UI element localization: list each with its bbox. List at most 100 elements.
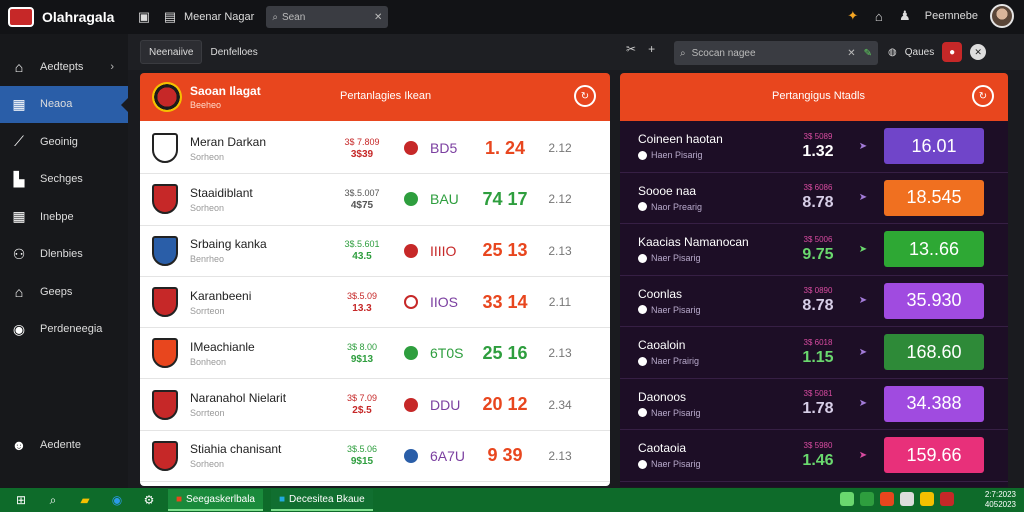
tray-icon[interactable] xyxy=(880,492,894,506)
folder-icon[interactable]: ▰ xyxy=(80,493,90,507)
match-row[interactable]: Meran Darkan Sorheon 3$ 7.809 3$39 BD5 1… xyxy=(140,123,610,175)
match-row[interactable]: Karanbeeni Sorrteon 3$.5.09 13.3 IIOS 33… xyxy=(140,277,610,329)
sidebar-item-label: Geeps xyxy=(40,285,73,298)
taskbar-app-2[interactable]: ■ Decesitea Bkaue xyxy=(270,489,373,511)
globe-icon[interactable]: ◍ xyxy=(888,46,897,58)
standing-info: Coonlas Naer Pisarig xyxy=(638,287,788,315)
sidebar-item-aedente[interactable]: ☻ Aedente xyxy=(0,426,128,464)
toolbar: Neenaiive Denfelloes ✂ + ⌕ Scocan nagee … xyxy=(128,34,1024,70)
sidebar-item-label: Aedente xyxy=(40,438,81,451)
standing-info: Kaacias Namanocan Naer Pisarig xyxy=(638,235,788,263)
sidebar-item-aedtepts[interactable]: ⌂ Aedtepts › xyxy=(0,48,128,86)
search-icon[interactable]: ⌕ xyxy=(49,492,57,507)
tray-icon[interactable] xyxy=(860,492,874,506)
tab-neenaiive[interactable]: Neenaiive xyxy=(140,40,203,64)
standing-chip[interactable]: 159.66 xyxy=(884,437,984,474)
app-icon: ■ xyxy=(176,493,183,505)
team-subtitle: Sorrteon xyxy=(190,305,225,316)
close-icon[interactable]: ✕ xyxy=(847,47,856,59)
team-name: Staaidiblant xyxy=(190,185,253,200)
sidebar-item-dlenbies[interactable]: ⚇ Dlenbies xyxy=(0,236,128,274)
windows-start-icon[interactable]: ⊞ xyxy=(15,493,27,507)
standing-chip[interactable]: 34.388 xyxy=(884,385,984,422)
link-icon: ⟋ xyxy=(14,133,24,150)
menu-icon[interactable]: ▤ xyxy=(163,9,177,24)
standing-row[interactable]: Caotaoia Naer Pisarig 3$ 5980 1.46 ➤ 159… xyxy=(620,430,1008,482)
clock-line-2: 4052023 xyxy=(984,500,1016,509)
standing-row[interactable]: Coonlas Naer Pisarig 3$ 0890 8.78 ➤ 35.9… xyxy=(620,276,1008,327)
match-row[interactable]: Naranahol Nielarit Sorrteon 3$ 7.09 2$.5… xyxy=(140,379,610,431)
standing-chip[interactable]: 16.01 xyxy=(884,128,984,165)
standing-row[interactable]: Soooe naa Naor Prearig 3$ 6086 8.78 ➤ 18… xyxy=(620,173,1008,224)
odds: 3$.5.601 43.5 xyxy=(330,239,394,262)
record-button[interactable]: ● xyxy=(942,42,963,62)
sidebar-item-neaoa[interactable]: ▦ Neaoa xyxy=(0,85,128,123)
tray-icon[interactable] xyxy=(840,492,854,506)
house-icon[interactable]: ⌂ xyxy=(874,8,883,24)
settings-icon[interactable]: ⚙ xyxy=(143,493,155,507)
standing-chip[interactable]: 35.930 xyxy=(884,282,984,319)
status-dot-icon xyxy=(404,448,418,463)
plus-icon[interactable]: + xyxy=(648,42,656,56)
sidebar-item-label: Perdeneegia xyxy=(40,323,103,336)
notification-icon[interactable]: ✦ xyxy=(847,8,859,23)
close-icon[interactable]: ✕ xyxy=(373,11,383,23)
tab-denfelloes[interactable]: Denfelloes xyxy=(210,46,258,58)
tools-icon[interactable]: ✂ xyxy=(626,42,637,56)
match-row[interactable]: Srbaing kanka Benrheo 3$.5.601 43.5 IIII… xyxy=(140,226,610,277)
sidebar-item-geoinig[interactable]: ⟋ Geoinig xyxy=(0,123,128,161)
standing-chip[interactable]: 18.545 xyxy=(884,179,984,216)
standing-subtitle-wrap: Naer Pisarig xyxy=(638,459,788,469)
match-rate: 2.13 xyxy=(548,243,572,258)
taskbar-app-1[interactable]: ■ Seegaskerlbala xyxy=(168,489,263,511)
topbar-center-label: Meenar Nagar xyxy=(184,11,255,23)
close-icon[interactable]: ✕ xyxy=(970,44,987,60)
tray-icon[interactable] xyxy=(940,492,954,506)
standing-chip[interactable]: 168.60 xyxy=(884,334,984,371)
standings-list: Coineen haotan Haen Pisarig 3$ 5089 1.32… xyxy=(620,121,1008,487)
browser-icon[interactable]: ◉ xyxy=(111,493,123,507)
match-row[interactable]: IMeachianle Bonheon 3$ 8.00 9$13 6T0S 25… xyxy=(140,328,610,380)
brush-icon[interactable]: ✎ xyxy=(863,47,872,59)
user-icon[interactable]: ♟ xyxy=(898,8,911,23)
standing-value-small: 3$ 6018 xyxy=(803,337,833,347)
match-rate: 2.12 xyxy=(548,141,572,156)
trend-arrow-icon: ➤ xyxy=(858,346,868,358)
standing-row[interactable]: Coineen haotan Haen Pisarig 3$ 5089 1.32… xyxy=(620,121,1008,173)
toolbar-search-input[interactable]: ⌕ Scocan nagee ✕ ✎ xyxy=(674,41,878,65)
status-dot-icon xyxy=(404,346,418,361)
avatar[interactable] xyxy=(990,4,1014,28)
save-icon[interactable]: ▣ xyxy=(137,9,151,24)
standing-value-large: 1.15 xyxy=(802,348,834,366)
standing-row[interactable]: Kaacias Namanocan Naer Pisarig 3$ 5006 9… xyxy=(620,224,1008,276)
odds-line-2: 43.5 xyxy=(352,251,372,263)
sidebar-item-perdeneegia[interactable]: ◉ Perdeneegia xyxy=(0,311,128,349)
app-icon: ■ xyxy=(278,493,286,505)
odds-line-2: 13.3 xyxy=(352,302,372,314)
app-title: Olahragala xyxy=(42,9,115,25)
tray-icon[interactable] xyxy=(900,492,914,506)
standing-chip[interactable]: 13..66 xyxy=(884,231,984,268)
sidebar-item-inebpe[interactable]: ▦ Inebpe xyxy=(0,198,128,236)
team-crest-icon xyxy=(152,338,178,369)
match-row[interactable]: Staaidiblant Sorheon 3$.5.007 4$75 BAU 7… xyxy=(140,174,610,226)
sidebar-item-label: Geoinig xyxy=(40,135,78,148)
tray-icon[interactable] xyxy=(920,492,934,506)
top-search-input[interactable]: ⌕ Sean ✕ xyxy=(266,6,389,28)
odds-line-2: 3$39 xyxy=(350,148,374,160)
bag-icon: ▙ xyxy=(13,170,25,187)
standing-row[interactable]: Daonoos Naer Pisarig 3$ 5081 1.78 ➤ 34.3… xyxy=(620,379,1008,430)
sidebar-item-geeps[interactable]: ⌂ Geeps xyxy=(0,273,128,311)
standings-panel: Pertangigus Ntadls ↻ Coineen haotan Haen… xyxy=(620,73,1008,487)
team-subtitle: Bonheon xyxy=(190,356,227,367)
odds-line-2: 4$75 xyxy=(350,199,374,211)
sidebar-item-label: Neaoa xyxy=(40,98,73,111)
match-row[interactable]: Stiahia chanisant Sorheon 3$.5.06 9$15 6… xyxy=(140,431,610,483)
team-name: Stiahia chanisant xyxy=(190,442,282,457)
standing-row[interactable]: Caoaloin Naer Prairig 3$ 6018 1.15 ➤ 168… xyxy=(620,327,1008,379)
standing-name: Caoaloin xyxy=(638,338,686,353)
refresh-button[interactable]: ↻ xyxy=(574,85,596,107)
sidebar-item-sechges[interactable]: ▙ Sechges xyxy=(0,161,128,199)
refresh-button[interactable]: ↻ xyxy=(972,85,994,107)
panel-header-label: Pertangigus Ntadls xyxy=(772,90,865,102)
